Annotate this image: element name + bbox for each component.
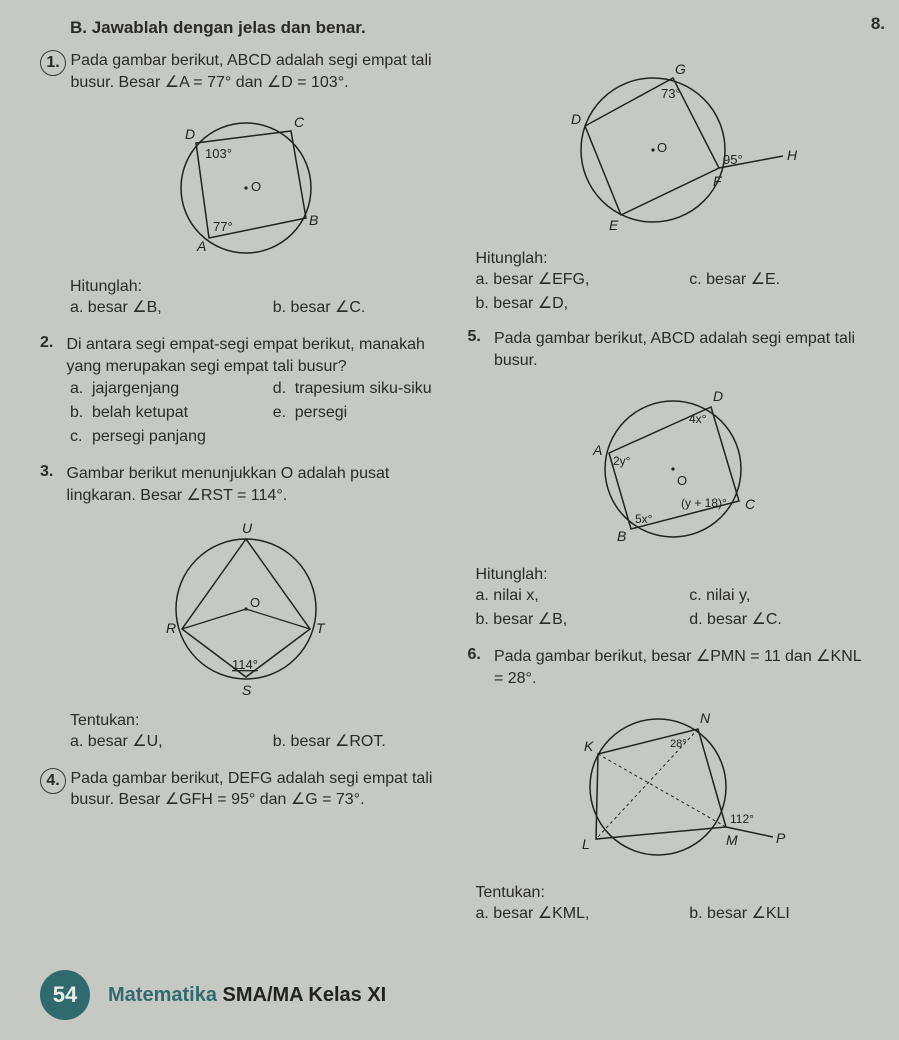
q5-opt-c: c. nilai y, bbox=[689, 584, 879, 608]
page: 8. B. Jawablah dengan jelas dan benar. 1… bbox=[0, 0, 899, 1040]
q4-angF: 95° bbox=[723, 152, 743, 167]
q6-figure: K N M L P 28° 112° bbox=[548, 699, 798, 874]
q3-center: O bbox=[250, 595, 260, 610]
q3-R: R bbox=[166, 620, 176, 636]
q6-opt-b: b. besar ∠KLI bbox=[689, 902, 879, 926]
right-column: O D G F E H 73° 95° Hitunglah: a. besar … bbox=[468, 50, 880, 940]
q4-number: 4. bbox=[40, 768, 66, 794]
q5-hitunglah: Hitunglah: bbox=[476, 566, 880, 584]
q4-opt-c: c. besar ∠E. bbox=[689, 268, 879, 292]
q6-P: P bbox=[776, 830, 786, 846]
q2-opt-a: jajargenjang bbox=[92, 380, 179, 397]
q4-H: H bbox=[787, 147, 798, 163]
q5-A: A bbox=[592, 442, 602, 458]
q6-K: K bbox=[584, 738, 594, 754]
q6-L: L bbox=[582, 836, 590, 852]
q4-opt-a: a. besar ∠EFG, bbox=[476, 268, 666, 292]
q5-angA: 2y° bbox=[613, 454, 631, 468]
q2-number: 2. bbox=[40, 334, 62, 352]
q1-D: D bbox=[185, 126, 195, 142]
q4-F: F bbox=[713, 173, 723, 189]
q3-opt-a: a. besar ∠U, bbox=[70, 730, 249, 754]
footer-brand: Matematika bbox=[108, 984, 217, 1006]
q1-B: B bbox=[309, 212, 318, 228]
q5-angC: (y + 18)° bbox=[681, 496, 727, 510]
q4-center: O bbox=[657, 140, 667, 155]
q4-text: Pada gambar berikut, DEFG adalah segi em… bbox=[70, 768, 448, 811]
q2-lab-e: e. bbox=[273, 401, 295, 425]
q6-tentukan: Tentukan: bbox=[476, 884, 880, 902]
q3-number: 3. bbox=[40, 463, 62, 481]
q5-center: O bbox=[677, 473, 687, 488]
q6-angM: 112° bbox=[730, 812, 754, 826]
question-4: 4. Pada gambar berikut, DEFG adalah segi… bbox=[40, 768, 452, 811]
q5-angD: 4x° bbox=[689, 412, 707, 426]
q1-angD: 103° bbox=[205, 146, 232, 161]
q4-hitunglah: Hitunglah: bbox=[476, 250, 880, 268]
q1-center: O bbox=[251, 179, 261, 194]
question-2: 2. Di antara segi empat-segi empat berik… bbox=[40, 334, 452, 449]
q3-tentukan: Tentukan: bbox=[70, 712, 452, 730]
two-columns: 1. Pada gambar berikut, ABCD adalah segi… bbox=[40, 50, 879, 940]
q1-text: Pada gambar berikut, ABCD adalah segi em… bbox=[70, 50, 448, 93]
q4-angG: 73° bbox=[661, 86, 681, 101]
q6-N: N bbox=[700, 710, 711, 726]
q1-hitunglah: Hitunglah: bbox=[70, 278, 452, 296]
q5-C: C bbox=[745, 496, 756, 512]
q6-text: Pada gambar berikut, besar ∠PMN = 11 dan… bbox=[494, 646, 872, 689]
q4-D: D bbox=[571, 111, 581, 127]
q3-figure: O U R S T 114° bbox=[146, 517, 346, 702]
q2-lab-a: a. bbox=[70, 377, 92, 401]
q5-opt-a: a. nilai x, bbox=[476, 584, 666, 608]
q3-T: T bbox=[316, 620, 326, 636]
q3-text: Gambar berikut menunjukkan O adalah pusa… bbox=[66, 463, 444, 506]
q6-opt-a: a. besar ∠KML, bbox=[476, 902, 666, 926]
page-footer: 54 Matematika SMA/MA Kelas XI bbox=[40, 970, 879, 1020]
q3-opt-b: b. besar ∠ROT. bbox=[273, 730, 452, 754]
q1-angA: 77° bbox=[213, 219, 233, 234]
q6-angN: 28° bbox=[670, 738, 687, 750]
q5-opt-d: d. besar ∠C. bbox=[689, 608, 879, 632]
question-1: 1. Pada gambar berikut, ABCD adalah segi… bbox=[40, 50, 452, 320]
q1-opt-b: b. besar ∠C. bbox=[273, 296, 452, 320]
q1-number: 1. bbox=[40, 50, 66, 76]
section-header: B. Jawablah dengan jelas dan benar. bbox=[70, 18, 879, 38]
q5-D: D bbox=[713, 388, 723, 404]
question-5: 5. Pada gambar berikut, ABCD adalah segi… bbox=[468, 328, 880, 632]
q2-lab-c: c. bbox=[70, 425, 92, 449]
question-3: 3. Gambar berikut menunjukkan O adalah p… bbox=[40, 463, 452, 753]
q1-opt-a: a. besar ∠B, bbox=[70, 296, 249, 320]
q6-number: 6. bbox=[468, 646, 490, 664]
q4-E: E bbox=[609, 217, 619, 233]
q3-S: S bbox=[242, 682, 252, 698]
q5-angB: 5x° bbox=[635, 512, 653, 526]
q2-opt-c: persegi panjang bbox=[92, 428, 206, 445]
q5-B: B bbox=[617, 528, 626, 544]
q3-U: U bbox=[242, 520, 253, 536]
q5-opt-b: b. besar ∠B, bbox=[476, 608, 666, 632]
footer-title: Matematika SMA/MA Kelas XI bbox=[108, 984, 386, 1007]
q4-opt-b: b. besar ∠D, bbox=[476, 292, 666, 316]
left-column: 1. Pada gambar berikut, ABCD adalah segi… bbox=[40, 50, 452, 940]
q1-figure: O D C B A 103° 77° bbox=[151, 103, 341, 268]
q2-lab-d: d. bbox=[273, 377, 295, 401]
q1-C: C bbox=[294, 114, 305, 130]
page-number-badge: 54 bbox=[40, 970, 90, 1020]
q4-figure: O D G F E H 73° 95° bbox=[543, 60, 803, 240]
q2-opt-e: persegi bbox=[295, 404, 347, 421]
q3-angS: 114° bbox=[232, 657, 258, 672]
margin-number-8: 8. bbox=[871, 14, 885, 34]
q2-text: Di antara segi empat-segi empat berikut,… bbox=[66, 334, 444, 377]
q1-A: A bbox=[196, 238, 206, 254]
q4-G: G bbox=[675, 61, 686, 77]
q5-number: 5. bbox=[468, 328, 490, 346]
question-6: 6. Pada gambar berikut, besar ∠PMN = 11 … bbox=[468, 646, 880, 926]
footer-rest: SMA/MA Kelas XI bbox=[217, 984, 386, 1006]
q5-figure: O A D C B 2y° 4x° (y + 18)° 5x° bbox=[563, 381, 783, 556]
q2-opt-b: belah ketupat bbox=[92, 404, 188, 421]
q6-M: M bbox=[726, 832, 738, 848]
q2-lab-b: b. bbox=[70, 401, 92, 425]
q5-text: Pada gambar berikut, ABCD adalah segi em… bbox=[494, 328, 872, 371]
q2-opt-d: trapesium siku-siku bbox=[295, 380, 432, 397]
